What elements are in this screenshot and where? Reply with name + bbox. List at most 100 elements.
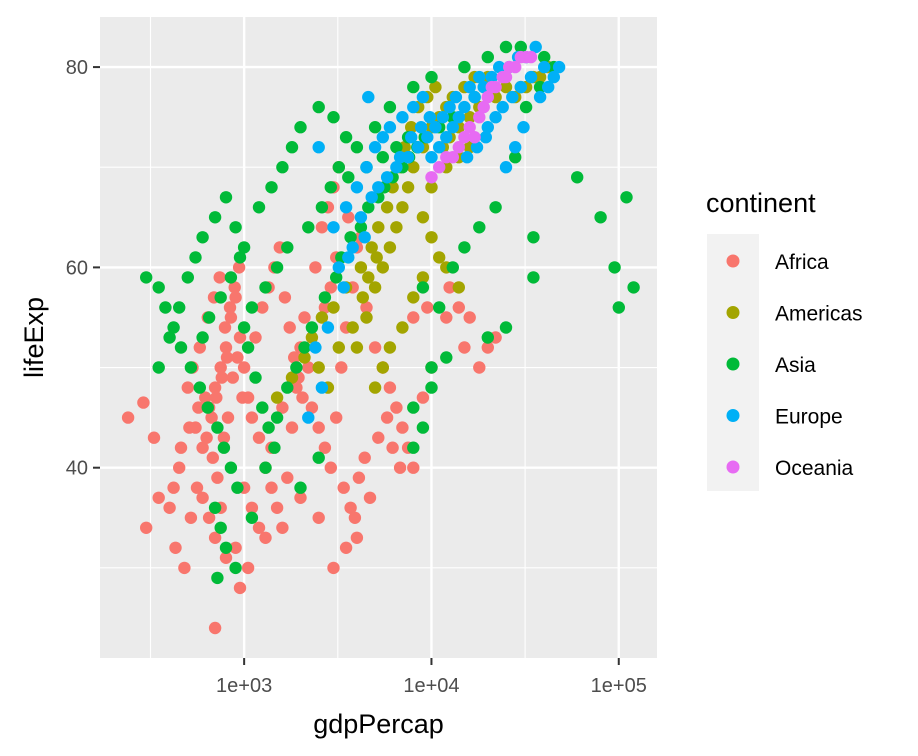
data-point-oceania — [433, 161, 446, 174]
data-point-africa — [252, 431, 266, 444]
data-point-europe — [414, 121, 428, 134]
data-point-americas — [368, 381, 382, 394]
data-point-asia — [302, 221, 315, 234]
data-point-americas — [463, 111, 476, 124]
data-point-asia — [217, 441, 231, 454]
data-point-asia — [342, 171, 355, 184]
data-point-africa — [305, 401, 319, 414]
data-point-americas — [327, 301, 340, 314]
data-point-africa — [380, 411, 394, 424]
data-point-africa — [294, 491, 307, 504]
data-point-asia — [509, 151, 522, 164]
legend-items: Africa Americas Asia Europe Oceania — [726, 251, 863, 480]
data-point-europe — [468, 90, 481, 104]
data-point-africa — [383, 381, 397, 394]
x-tick-label: 1e+05 — [591, 675, 647, 697]
data-point-asia — [327, 111, 340, 124]
data-point-europe — [485, 70, 498, 84]
data-point-asia — [259, 281, 272, 294]
data-point-americas — [370, 251, 383, 264]
data-point-europe — [412, 141, 425, 154]
data-point-asia — [390, 141, 403, 154]
data-point-asia — [201, 401, 214, 414]
data-point-europe — [481, 121, 494, 134]
data-point-asia — [298, 341, 311, 354]
data-point-asia — [245, 301, 259, 314]
data-point-africa — [215, 371, 228, 384]
data-point-asia — [249, 371, 262, 384]
data-point-asia — [499, 321, 513, 334]
data-point-oceania — [468, 131, 481, 144]
data-point-europe — [514, 80, 527, 94]
data-point-africa — [219, 341, 233, 354]
data-point-asia — [159, 301, 172, 314]
data-point-africa — [452, 301, 465, 314]
data-point-americas — [332, 341, 345, 354]
data-point-americas — [285, 371, 299, 384]
data-point-europe — [458, 100, 471, 114]
y-tick-label: 40 — [66, 458, 88, 480]
data-point-europe — [309, 341, 322, 354]
data-point-americas — [429, 80, 442, 94]
data-point-asia — [208, 211, 222, 224]
data-point-asia — [362, 201, 375, 214]
data-point-asia — [233, 251, 247, 264]
data-point-asia — [259, 461, 272, 474]
data-point-asia — [167, 321, 180, 334]
data-point-asia — [318, 291, 332, 304]
data-point-europe — [321, 321, 335, 334]
data-point-europe — [446, 121, 459, 134]
data-point-africa — [363, 491, 377, 504]
data-point-africa — [199, 391, 212, 404]
data-point-europe — [358, 231, 371, 244]
data-point-africa — [218, 321, 232, 334]
data-point-americas — [270, 391, 284, 404]
legend-label-europe: Europe — [775, 406, 843, 429]
data-point-africa — [309, 261, 322, 274]
data-point-asia — [446, 261, 459, 274]
data-point-americas — [401, 181, 415, 194]
data-point-asia — [214, 291, 227, 304]
data-point-africa — [440, 311, 453, 324]
data-point-africa — [324, 281, 337, 294]
data-point-asia — [407, 401, 420, 414]
data-point-africa — [190, 481, 204, 494]
data-point-africa — [208, 381, 222, 394]
data-point-europe — [350, 181, 364, 194]
y-axis-title: lifeExp — [19, 297, 49, 378]
data-point-africa — [137, 396, 150, 409]
data-point-africa — [181, 381, 194, 394]
data-point-oceania — [425, 171, 438, 184]
data-point-asia — [256, 401, 269, 414]
data-point-africa — [228, 281, 241, 294]
data-point-asia — [407, 80, 420, 94]
data-point-americas — [425, 181, 438, 194]
data-point-europe — [421, 131, 434, 144]
data-point-africa — [178, 561, 191, 575]
legend-key-asia — [726, 357, 740, 371]
data-point-europe — [360, 161, 373, 174]
data-point-asia — [219, 541, 233, 554]
data-point-asia — [481, 50, 494, 64]
data-point-europe — [390, 161, 403, 174]
data-point-asia — [229, 561, 242, 575]
data-point-asia — [571, 171, 584, 184]
data-point-asia — [262, 421, 275, 434]
data-point-africa — [407, 311, 420, 324]
data-point-americas — [298, 351, 311, 364]
data-point-americas — [356, 291, 369, 304]
data-point-americas — [305, 331, 319, 344]
data-point-africa — [184, 511, 198, 524]
data-point-africa — [335, 361, 348, 374]
data-point-asia — [214, 521, 227, 534]
data-point-asia — [219, 191, 233, 204]
legend-key-americas — [726, 306, 740, 319]
data-point-africa — [318, 441, 332, 454]
data-point-asia — [312, 100, 325, 114]
data-point-asia — [196, 331, 209, 344]
legend-label-oceania: Oceania — [775, 457, 854, 480]
data-point-africa — [193, 341, 206, 354]
data-point-asia — [281, 241, 294, 254]
data-point-africa — [285, 421, 299, 434]
data-point-asia — [294, 481, 307, 494]
